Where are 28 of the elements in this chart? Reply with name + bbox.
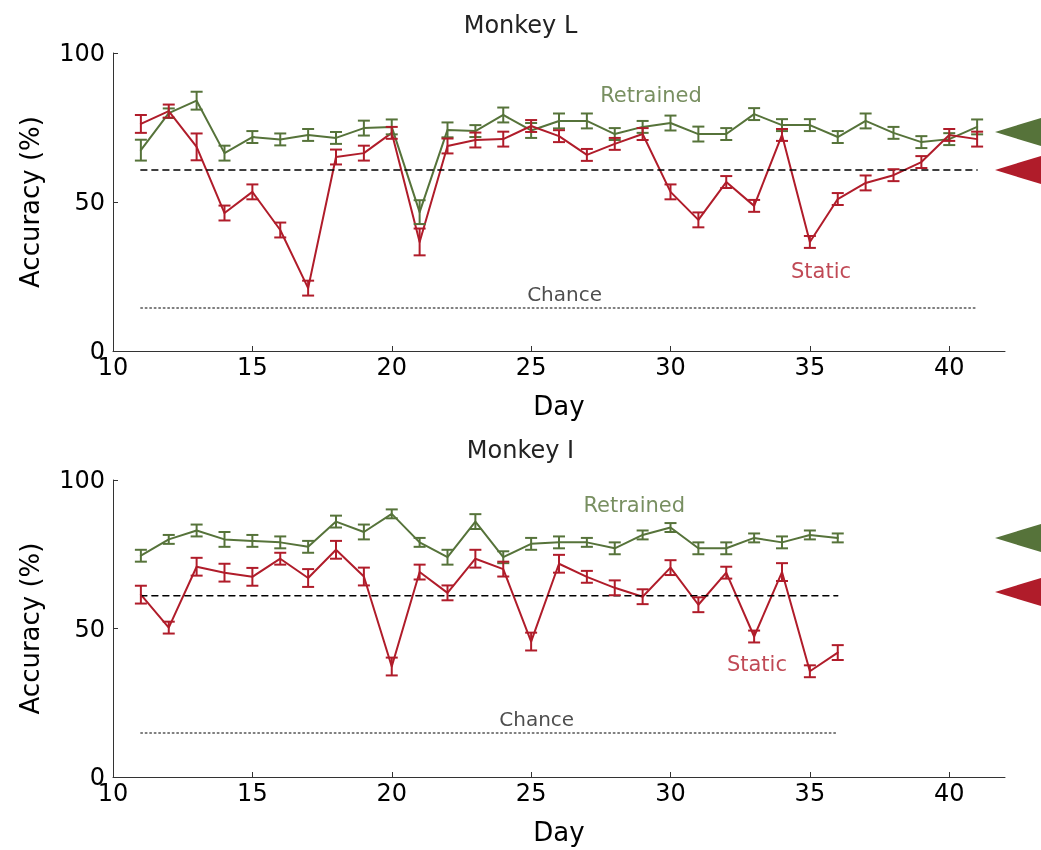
x-tick-label: 20 [376, 353, 408, 381]
y-axis-title: Accuracy (%) [15, 116, 45, 288]
x-axis-title: Day [533, 817, 585, 847]
x-tick-label: 15 [237, 353, 268, 381]
series-label: Chance [527, 282, 603, 307]
chart-title: Monkey I [466, 436, 575, 464]
x-tick-label: 25 [515, 353, 547, 381]
x-tick-label: 30 [655, 353, 686, 381]
chart-title: Monkey L [463, 11, 578, 39]
x-tick-label: 20 [376, 779, 408, 807]
series-label: Static [726, 652, 787, 677]
x-tick-label: 15 [237, 779, 268, 807]
y-axis-title: Accuracy (%) [15, 542, 45, 715]
x-tick-label: 30 [655, 779, 686, 807]
x-tick-label: 35 [794, 353, 826, 381]
series-label: Retrained [600, 82, 702, 107]
series-label: Retrained [583, 492, 686, 517]
x-tick-label: 40 [933, 779, 965, 807]
y-tick-label: 50 [74, 188, 105, 216]
x-axis-title: Day [533, 391, 585, 421]
x-tick-label: 25 [515, 779, 547, 807]
series-label: Static [791, 258, 852, 283]
y-tick-label: 100 [59, 39, 105, 67]
series-label: Chance [499, 707, 575, 732]
x-tick-label: 35 [794, 779, 826, 807]
x-tick-label: 40 [933, 353, 965, 381]
y-tick-label: 100 [59, 466, 105, 494]
y-tick-label: 50 [74, 614, 105, 643]
